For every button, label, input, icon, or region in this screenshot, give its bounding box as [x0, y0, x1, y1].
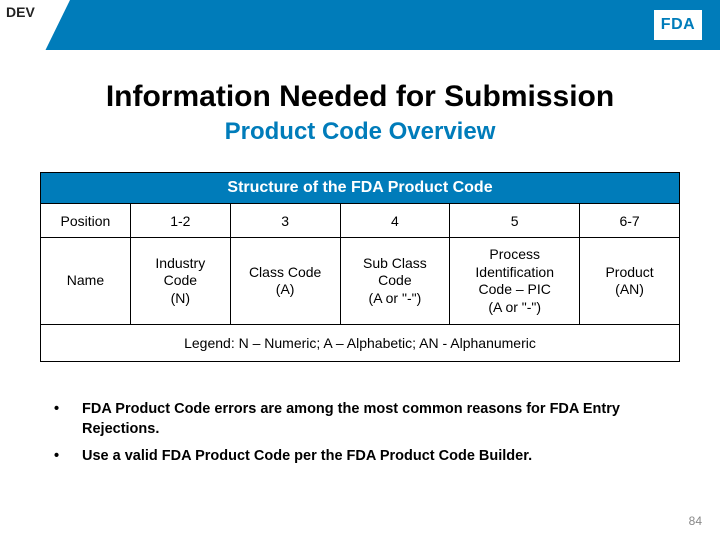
table-caption: Structure of the FDA Product Code	[41, 173, 680, 204]
page-subtitle: Product Code Overview	[0, 118, 720, 146]
name-cell: Product(AN)	[580, 238, 680, 325]
col-header: 1-2	[130, 204, 230, 238]
page-title: Information Needed for Submission	[0, 80, 720, 114]
col-header: 3	[230, 204, 340, 238]
bullet-text: Use a valid FDA Product Code per the FDA…	[82, 447, 532, 467]
table-legend: Legend: N – Numeric; A – Alphabetic; AN …	[41, 325, 680, 362]
page-number: 84	[689, 514, 702, 528]
bullet-mark: •	[54, 400, 82, 439]
bullet-mark: •	[54, 447, 82, 467]
col-header: 6-7	[580, 204, 680, 238]
name-cell: ProcessIdentificationCode – PIC(A or "-"…	[450, 238, 580, 325]
fda-logo-text: FDA	[661, 16, 695, 34]
bullet-list: • FDA Product Code errors are among the …	[54, 400, 680, 475]
name-label: Name	[41, 238, 131, 325]
list-item: • FDA Product Code errors are among the …	[54, 400, 680, 439]
product-code-table: Structure of the FDA Product Code Positi…	[40, 172, 680, 362]
table-row: Legend: N – Numeric; A – Alphabetic; AN …	[41, 325, 680, 362]
col-header: 4	[340, 204, 450, 238]
table-row: Name IndustryCode(N) Class Code(A) Sub C…	[41, 238, 680, 325]
fda-logo: FDA	[654, 10, 702, 40]
dev-label: DEV	[6, 4, 35, 20]
col-header: 5	[450, 204, 580, 238]
bullet-text: FDA Product Code errors are among the mo…	[82, 400, 680, 439]
list-item: • Use a valid FDA Product Code per the F…	[54, 447, 680, 467]
header-bar	[0, 0, 720, 50]
name-cell: Class Code(A)	[230, 238, 340, 325]
name-cell: IndustryCode(N)	[130, 238, 230, 325]
name-cell: Sub ClassCode(A or "-")	[340, 238, 450, 325]
position-label: Position	[41, 204, 131, 238]
table-row: Position 1-2 3 4 5 6-7	[41, 204, 680, 238]
